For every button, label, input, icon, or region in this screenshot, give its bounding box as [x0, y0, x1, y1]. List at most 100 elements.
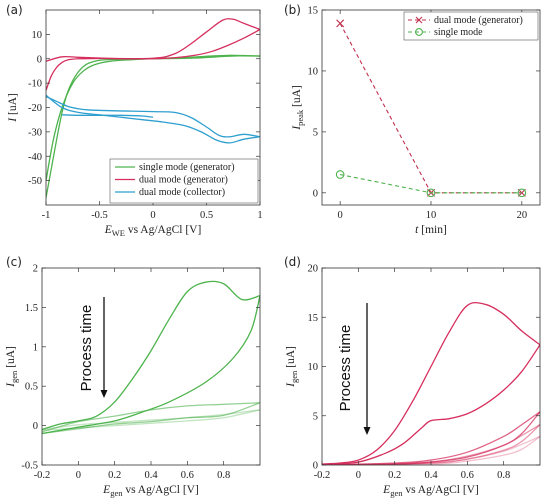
panel-d-label: (d): [284, 255, 301, 269]
x-tick-label: -0.2: [314, 470, 331, 481]
x-axis-label-sub: gen: [390, 488, 403, 498]
x-tick-label: 1: [257, 210, 262, 221]
series-line-d-0-1: [322, 344, 540, 465]
y-axis-label-sub: peak: [295, 109, 305, 126]
series-line-d-0-0: [322, 302, 540, 465]
process-time-annotation: Process time: [78, 305, 95, 392]
x-tick-label: 0: [76, 470, 81, 481]
series-line-c-1-1: [42, 402, 260, 435]
x-axis-label-unit: [min]: [418, 224, 446, 236]
data-point-x-marker: [517, 188, 526, 197]
y-axis-label-main: I: [285, 382, 297, 388]
legend-box: [109, 158, 259, 204]
y-tick-label: 0: [37, 54, 42, 65]
legend-x-marker: [415, 16, 423, 24]
series-line-d-3-1: [322, 435, 540, 465]
y-tick-label: 10: [308, 362, 319, 373]
x-axis-label-main: E: [104, 224, 112, 236]
x-axis-label-var: t: [415, 224, 419, 236]
series-line-a-0-1: [46, 55, 260, 181]
y-axis-label-rest: [uA]: [291, 85, 303, 110]
x-axis-label-sub: WE: [112, 228, 125, 238]
y-tick-label: 10: [32, 30, 43, 41]
series-line-c-2-1: [42, 409, 260, 431]
y-axis-label-var: I: [7, 117, 19, 123]
x-tick-label: 0.5: [200, 210, 213, 221]
x-axis-label-sub: gen: [110, 488, 123, 498]
x-tick-label: 0.4: [424, 470, 438, 481]
x-tick-label: 0: [338, 210, 343, 221]
x-tick-label: 0.2: [108, 470, 121, 481]
y-axis-label-rest: [uA]: [5, 346, 17, 371]
series-line-d-1-0: [322, 411, 540, 465]
y-axis-label: I [uA]: [7, 93, 19, 122]
legend-entry: dual mode (generator): [139, 175, 228, 186]
series-line-c-1-0: [42, 402, 260, 433]
y-tick-label: 2: [33, 264, 38, 275]
x-axis-label-rest: vs Ag/AgCl [V]: [125, 224, 201, 236]
legend-entry: dual mode (generator): [434, 15, 523, 26]
x-tick-label: -1: [42, 210, 51, 221]
chart-b: 0 10 20 0 5 10 15 t [min] Ipeak [uA] dual mode (g…: [291, 6, 541, 236]
series-line-d-1-1: [322, 411, 540, 465]
x-tick-label: 0.4: [144, 470, 158, 481]
y-axis-label-sub: gen: [289, 370, 299, 383]
y-tick-label: -0.5: [21, 461, 38, 472]
x-axis-label: Egen vs Ag/AgCl [V]: [102, 484, 199, 498]
y-tick-label: 1: [33, 342, 38, 353]
series-line-b-1: [340, 173, 522, 194]
y-axis-label-rest: [uA]: [285, 346, 297, 371]
y-axis-label-sub: gen: [9, 370, 19, 383]
legend-entry: single mode: [434, 27, 483, 38]
series-line-a-0-0: [46, 54, 260, 198]
series-group-d: [322, 302, 540, 465]
chart-c: -0.2 0 0.2 0.4 0.6 0.8 -0.5 0 0.5 1 1.5 2 Egen vs Ag…: [5, 264, 261, 498]
y-tick-label: -40: [28, 152, 42, 163]
x-axis-label: EWE vs Ag/AgCl [V]: [104, 224, 202, 238]
x-tick-label: 0.8: [497, 470, 510, 481]
series-line-d-2-0: [322, 424, 540, 465]
legend-entry: single mode (generator): [139, 162, 235, 173]
y-tick-label: 1.5: [25, 303, 38, 314]
x-axis-label-main: E: [382, 484, 390, 496]
series-line-a-1-0: [46, 18, 260, 91]
data-point-circle-marker: [335, 170, 345, 179]
process-time-arrow-head: [100, 390, 108, 398]
series-line-c-0-0: [42, 280, 260, 431]
x-tick-label: 0.2: [388, 470, 401, 481]
y-tick-label: 5: [313, 411, 318, 422]
process-time-arrow-head: [363, 427, 371, 435]
y-tick-label: 0.5: [25, 382, 38, 393]
series-line-a-2-0: [46, 95, 260, 138]
x-tick-label: 20: [517, 210, 528, 221]
panel-b-label: (b): [284, 3, 301, 17]
y-tick-label: -20: [28, 103, 42, 114]
y-tick-label: 0: [313, 461, 318, 472]
series-line-b-0: [339, 23, 522, 194]
panel-a-label: (a): [6, 3, 23, 17]
y-axis-label: Igen [uA]: [5, 346, 19, 388]
plot-frame-c: [41, 267, 261, 466]
y-axis-label-unit: [uA]: [7, 93, 19, 118]
series-line-c-2-0: [42, 409, 260, 431]
x-tick-label: -0.2: [34, 470, 51, 481]
x-tick-label: 10: [426, 210, 437, 221]
legend-entry: dual mode (collector): [139, 187, 225, 198]
x-tick-label: -0.5: [91, 210, 108, 221]
process-time-annotation: Process time: [337, 325, 354, 412]
y-axis-label: Ipeak [uA]: [291, 85, 305, 130]
x-axis-label-rest: vs Ag/AgCl [V]: [122, 484, 198, 496]
x-axis-label: t [min]: [415, 224, 447, 236]
series-line-a-2-2: [62, 114, 154, 118]
legend-circle-marker: [415, 28, 423, 36]
y-tick-label: -10: [28, 79, 42, 90]
series-line-a-1-1: [46, 28, 260, 62]
x-tick-label: 0: [150, 210, 155, 221]
series-line-a-2-1: [46, 94, 260, 144]
chart-a: -1 -0.5 0 0.5 1 -50 -40 -30 -20 -10 0 10 EWE vs Ag/A…: [7, 9, 263, 238]
y-tick-label: 15: [308, 6, 319, 17]
y-tick-label: 0: [33, 421, 38, 432]
y-tick-label: -30: [28, 127, 42, 138]
y-tick-label: 15: [308, 313, 319, 324]
